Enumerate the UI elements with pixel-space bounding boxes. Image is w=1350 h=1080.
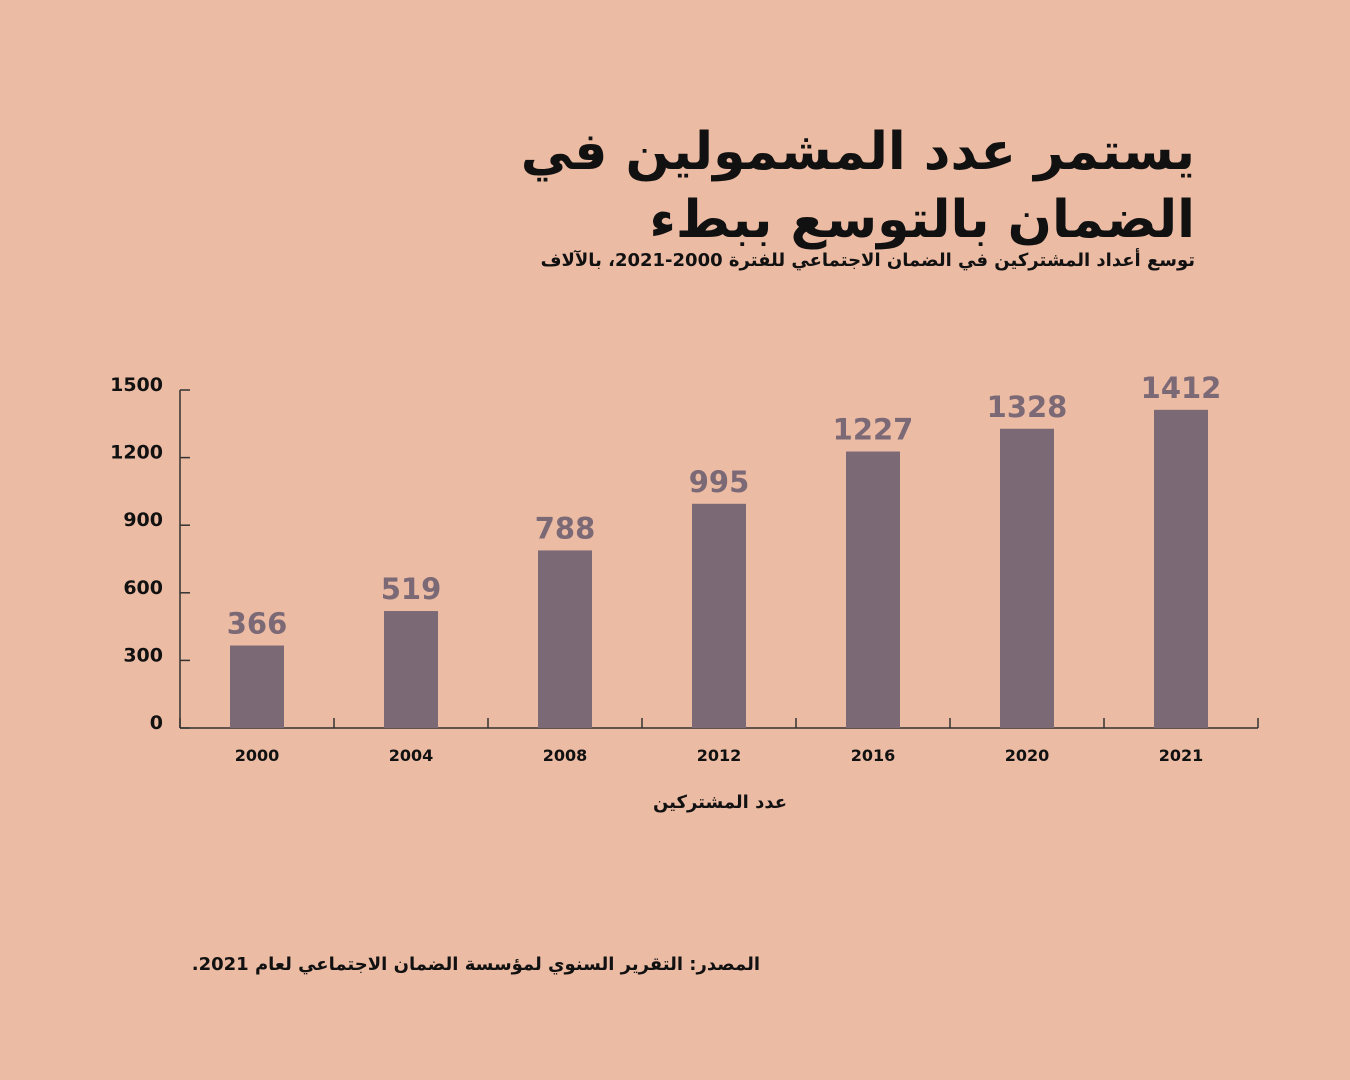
bar-2008 <box>538 550 592 728</box>
x-tick-label-2000: 2000 <box>235 746 280 765</box>
bars <box>230 409 1208 728</box>
value-label-2021: 1412 <box>1141 371 1222 405</box>
value-label-2008: 788 <box>535 511 596 545</box>
y-tick-label: 900 <box>123 509 163 531</box>
y-tick-label: 1500 <box>110 374 163 396</box>
bar-2016 <box>846 451 900 728</box>
value-label-2004: 519 <box>381 572 442 606</box>
value-label-2020: 1328 <box>987 390 1068 424</box>
chart-title: يستمر عدد المشمولين في الضمان بالتوسع بب… <box>520 122 1195 250</box>
value-labels: 366 519 788 995 1227 1328 1412 <box>227 371 1222 641</box>
y-tick-label: 300 <box>123 644 163 666</box>
x-tick-label-2020: 2020 <box>1005 746 1050 765</box>
x-tick-label-2016: 2016 <box>851 746 896 765</box>
source-note: المصدر: التقرير السنوي لمؤسسة الضمان الا… <box>191 954 760 975</box>
y-tick-label: 1200 <box>110 442 163 464</box>
value-label-2012: 995 <box>689 465 750 499</box>
chart-subtitle: توسع أعداد المشتركين في الضمان الاجتماعي… <box>540 250 1195 271</box>
bar-2020 <box>1000 428 1054 728</box>
x-tick-label-2004: 2004 <box>389 746 434 765</box>
value-label-2016: 1227 <box>833 413 914 447</box>
value-label-2000: 366 <box>227 607 288 641</box>
bar-2012 <box>692 503 746 728</box>
x-axis: 2000 2004 2008 2012 2016 2020 2021 <box>179 718 1259 765</box>
y-tick-label: 600 <box>123 577 163 599</box>
y-tick-label: 0 <box>150 712 163 734</box>
x-axis-title: عدد المشتركين <box>652 792 788 813</box>
bar-2000 <box>230 645 284 728</box>
x-tick-label-2008: 2008 <box>543 746 588 765</box>
x-tick-label-2021: 2021 <box>1159 746 1204 765</box>
bar-2021 <box>1154 409 1208 728</box>
y-axis: 0 300 600 900 1200 1500 <box>110 374 190 734</box>
bar-2004 <box>384 611 438 728</box>
x-tick-label-2012: 2012 <box>697 746 742 765</box>
